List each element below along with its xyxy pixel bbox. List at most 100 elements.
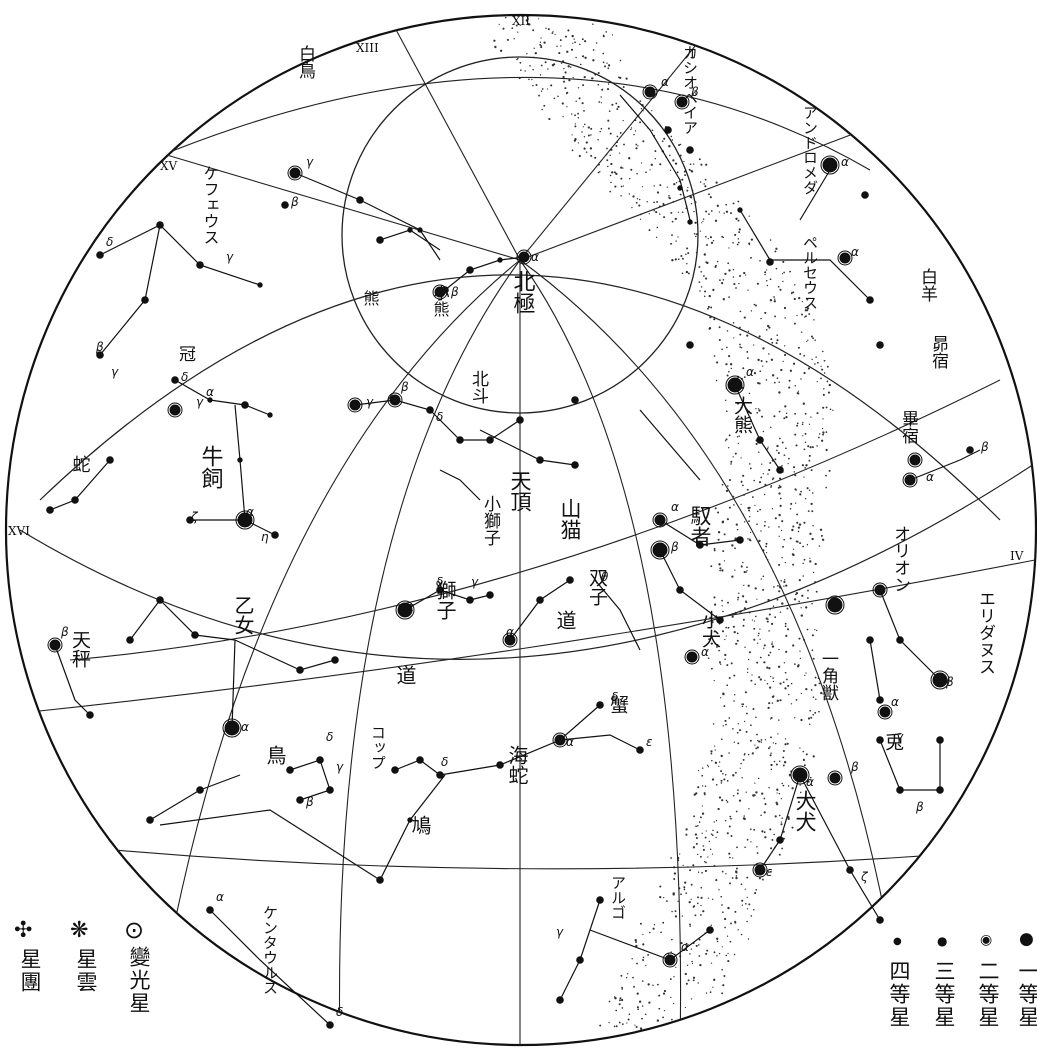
milky-way-dot — [782, 281, 783, 282]
milky-way-dot — [773, 586, 775, 588]
milky-way-dot — [598, 172, 600, 174]
milky-way-dot — [773, 681, 774, 682]
milky-way-dot — [737, 793, 739, 795]
star — [408, 228, 412, 232]
milky-way-dot — [722, 946, 723, 947]
milky-way-dot — [721, 738, 723, 740]
milky-way-dot — [746, 713, 748, 715]
milky-way-dot — [568, 65, 570, 67]
milky-way-dot — [567, 29, 569, 31]
milky-way-dot — [771, 717, 773, 719]
star — [427, 407, 434, 414]
milky-way-dot — [685, 1030, 687, 1032]
milky-way-dot — [747, 357, 749, 359]
constellation-label-ecliptic-2: 道 — [393, 665, 417, 685]
milky-way-dot — [689, 923, 691, 925]
milky-way-dot — [621, 999, 623, 1001]
milky-way-dot — [610, 163, 612, 165]
milky-way-dot — [764, 680, 765, 681]
milky-way-dot — [548, 28, 550, 30]
milky-way-dot — [803, 759, 805, 761]
milky-way-dot — [547, 68, 548, 69]
milky-way-dot — [726, 490, 728, 492]
milky-way-dot — [680, 255, 682, 257]
milky-way-dot — [554, 97, 556, 99]
milky-way-dot — [703, 849, 705, 851]
milky-way-dot — [774, 315, 776, 317]
milky-way-dot — [796, 513, 798, 515]
milky-way-dot — [764, 521, 766, 523]
milky-way-dot — [783, 539, 785, 541]
milky-way-dot — [696, 843, 698, 845]
milky-way-dot — [687, 1025, 688, 1026]
milky-way-dot — [727, 907, 729, 909]
milky-way-dot — [750, 724, 752, 726]
milky-way-dot — [735, 218, 737, 220]
milky-way-dot — [784, 662, 785, 663]
star — [755, 865, 765, 875]
milky-way-dot — [574, 114, 576, 116]
milky-way-dot — [631, 127, 632, 128]
milky-way-dot — [792, 525, 794, 527]
milky-way-dot — [745, 888, 746, 889]
milky-way-dot — [700, 856, 702, 858]
milky-way-dot — [781, 821, 782, 822]
milky-way-dot — [682, 272, 684, 274]
milky-way-dot — [722, 550, 724, 552]
milky-way-dot — [768, 787, 769, 788]
milky-way-dot — [728, 627, 730, 629]
star — [937, 787, 944, 794]
star-greek-label: γ — [336, 760, 344, 774]
milky-way-dot — [749, 516, 750, 517]
milky-way-dot — [619, 152, 620, 153]
star — [317, 757, 324, 764]
milky-way-dot — [798, 664, 800, 666]
milky-way-dot — [714, 680, 715, 681]
milky-way-dot — [566, 106, 567, 107]
constellation-label-argo: アルゴ — [609, 875, 627, 920]
milky-way-dot — [705, 236, 707, 238]
milky-way-dot — [575, 57, 577, 59]
constellation-label-ecliptic-1: 道 — [553, 610, 577, 630]
milky-way-dot — [622, 167, 623, 168]
milky-way-dot — [702, 805, 703, 806]
star — [238, 458, 242, 462]
milky-way-dot — [630, 129, 631, 130]
milky-way-dot — [758, 635, 759, 636]
milky-way-dot — [727, 330, 729, 332]
milky-way-dot — [705, 278, 707, 280]
milky-way-dot — [610, 133, 612, 135]
milky-way-dot — [739, 729, 741, 731]
milky-way-dot — [768, 667, 770, 669]
milky-way-dot — [767, 325, 769, 327]
milky-way-dot — [568, 79, 570, 81]
milky-way-dot — [750, 828, 752, 830]
milky-way-dot — [733, 504, 735, 506]
milky-way-dot — [705, 870, 707, 872]
milky-way-dot — [761, 742, 762, 743]
milky-way-dot — [574, 41, 576, 43]
milky-way-dot — [737, 640, 739, 642]
milky-way-dot — [772, 508, 773, 509]
milky-way-dot — [766, 666, 768, 668]
milky-way-dot — [768, 526, 769, 527]
milky-way-dot — [823, 388, 824, 389]
milky-way-dot — [775, 248, 777, 250]
milky-way-dot — [787, 685, 789, 687]
milky-way-dot — [764, 271, 766, 273]
star — [107, 457, 114, 464]
milky-way-dot — [620, 997, 622, 999]
milky-way-dot — [724, 918, 726, 920]
milky-way-dot — [804, 449, 806, 451]
star — [327, 787, 334, 794]
milky-way-dot — [732, 242, 734, 244]
milky-way-dot — [659, 885, 661, 887]
milky-way-dot — [810, 446, 812, 448]
milky-way-dot — [729, 434, 731, 436]
milky-way-dot — [745, 691, 747, 693]
milky-way-dot — [733, 700, 735, 702]
milky-way-dot — [647, 954, 649, 956]
milky-way-dot — [734, 631, 736, 633]
star — [297, 797, 304, 804]
milky-way-dot — [801, 595, 803, 597]
